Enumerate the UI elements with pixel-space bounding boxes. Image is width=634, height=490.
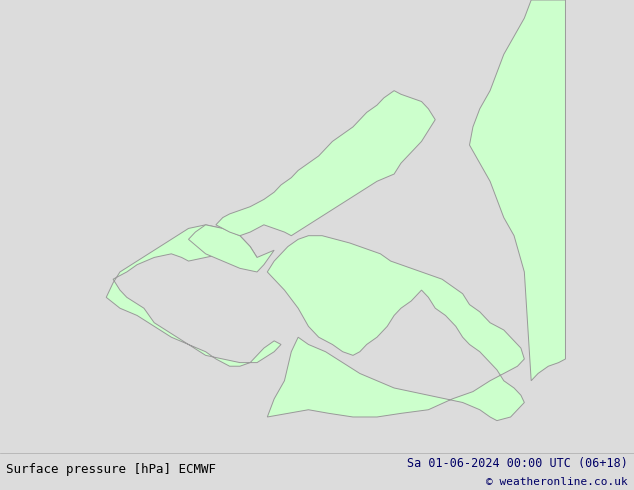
Polygon shape — [188, 225, 274, 272]
Text: © weatheronline.co.uk: © weatheronline.co.uk — [486, 477, 628, 487]
Polygon shape — [268, 236, 524, 420]
Text: Sa 01-06-2024 00:00 UTC (06+18): Sa 01-06-2024 00:00 UTC (06+18) — [407, 457, 628, 470]
Polygon shape — [470, 0, 566, 381]
Polygon shape — [107, 225, 281, 366]
Polygon shape — [216, 91, 435, 236]
Text: Surface pressure [hPa] ECMWF: Surface pressure [hPa] ECMWF — [6, 463, 216, 476]
